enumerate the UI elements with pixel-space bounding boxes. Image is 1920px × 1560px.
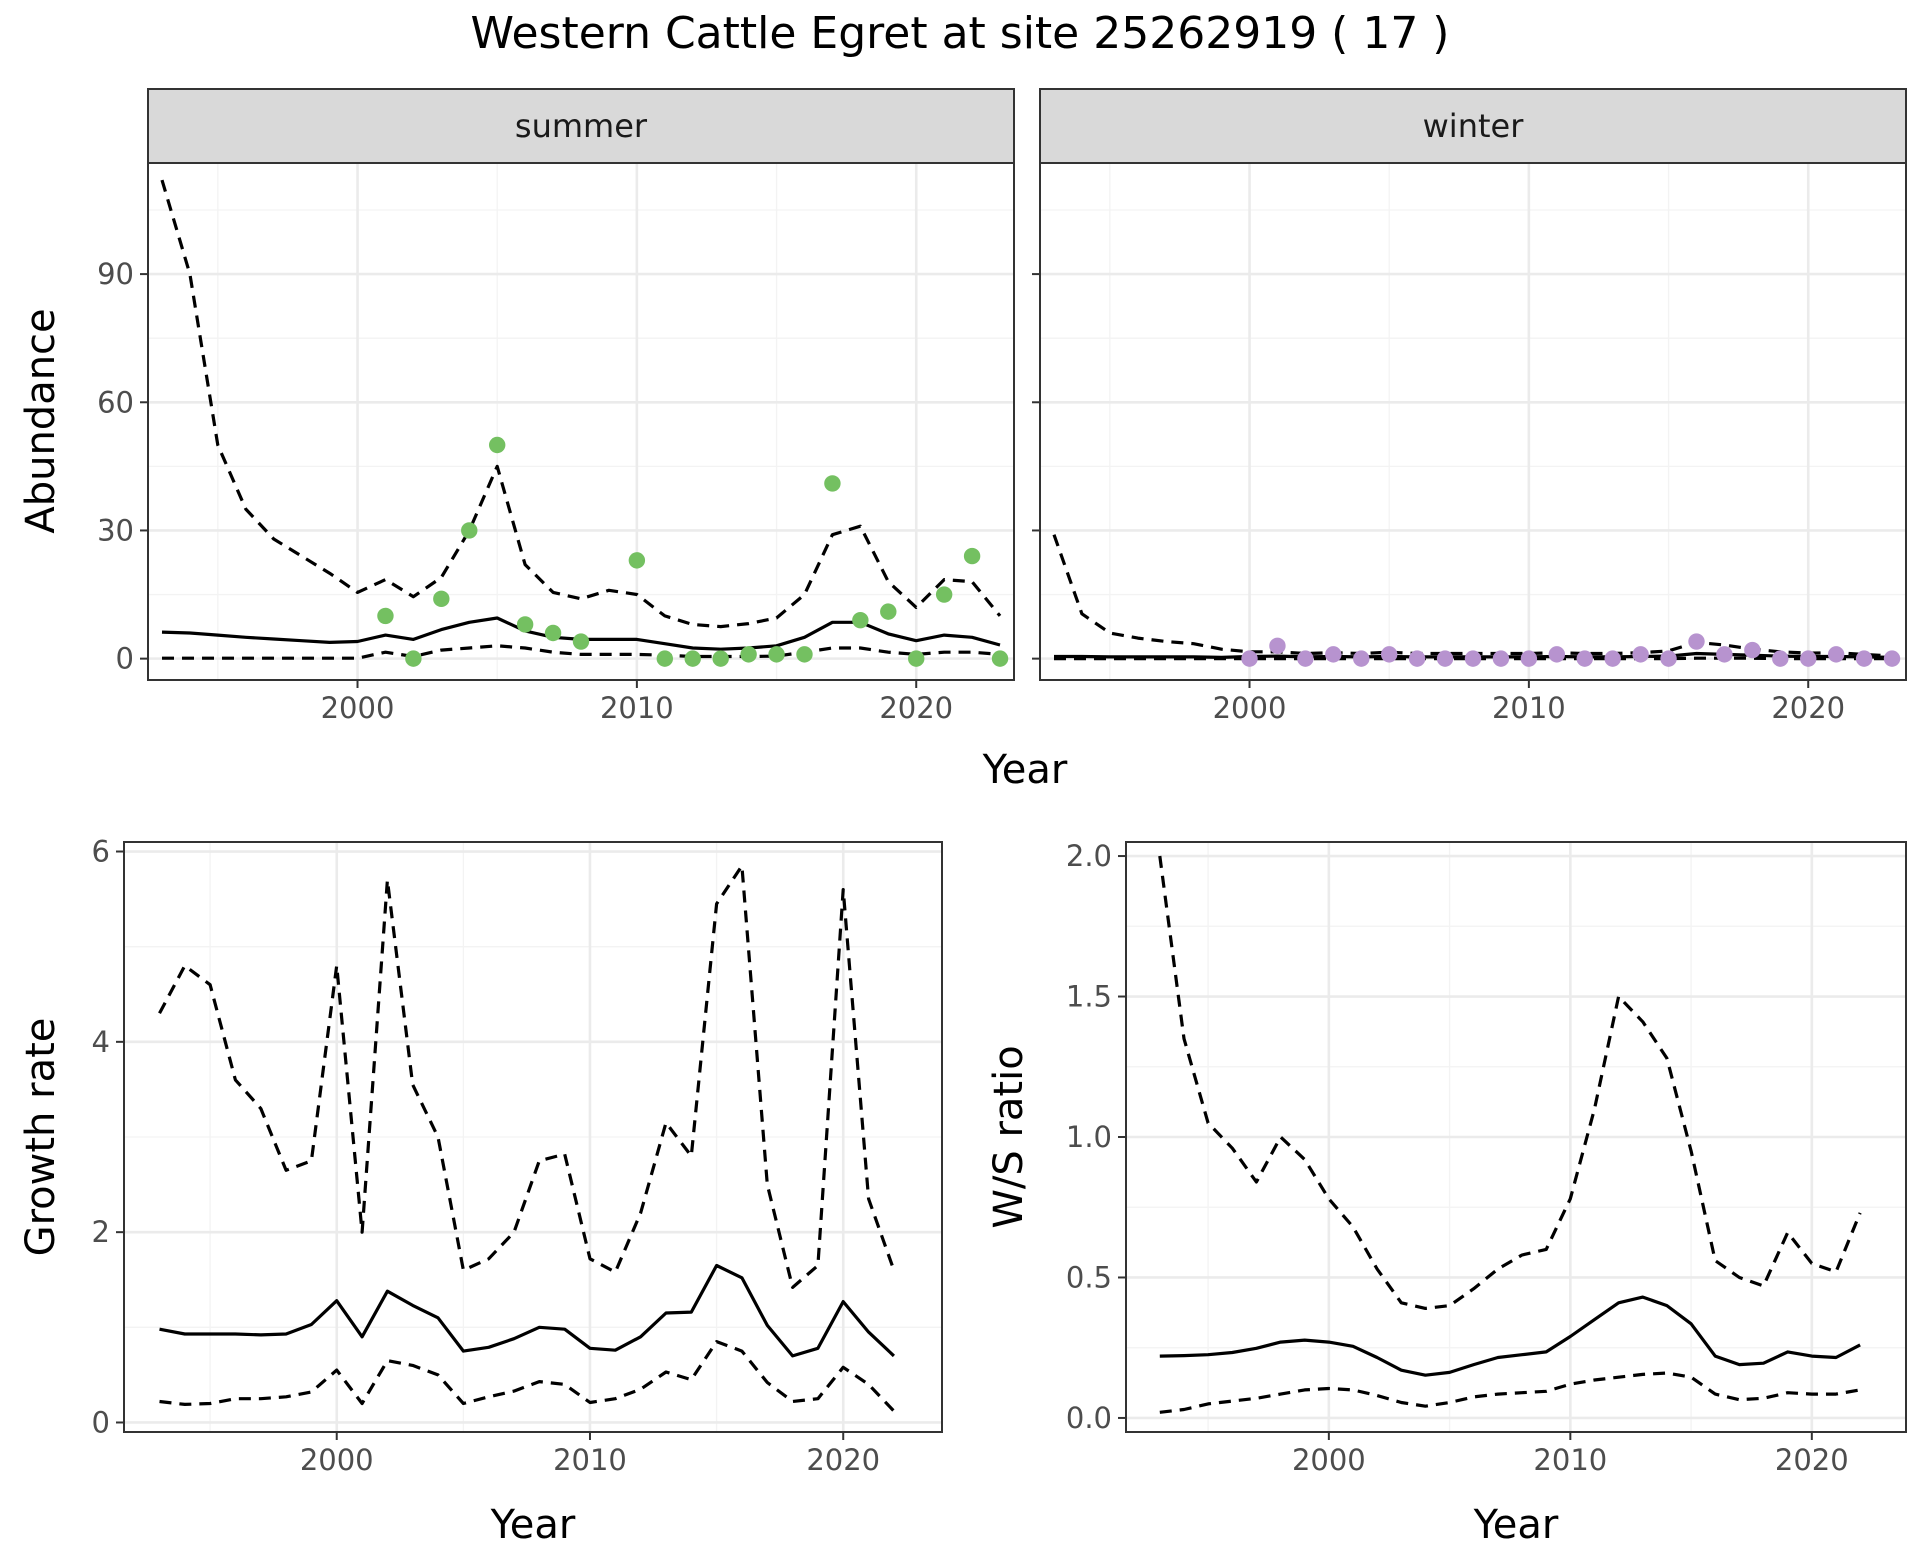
growth-rate-panel: 2000 2010 2020 0 2 4 6 Year Growth rate: [18, 835, 943, 1548]
winter-plot-area: [1040, 163, 1906, 680]
winter-observed-point: [1269, 637, 1286, 655]
ratio-x-axis-title: Year: [1473, 1502, 1559, 1548]
growth-x-tick-label: 2020: [806, 1443, 880, 1477]
winter-observed-point: [1576, 650, 1593, 667]
ratio-y-tick-label: 1.0: [1066, 1120, 1112, 1154]
winter-observed-point: [1548, 646, 1566, 663]
summer-observed-point: [684, 650, 701, 667]
growth-y-tick-label: 0: [92, 1405, 110, 1439]
winter-observed-point: [1436, 650, 1454, 667]
summer-abundance-panel: summer 2000 2010 2020 0 30 60 90: [97, 88, 1015, 725]
abundance-y-axis-title: Abundance: [18, 308, 64, 533]
summer-observed-point: [488, 436, 506, 454]
winter-observed-point: [1325, 646, 1342, 663]
summer-observed-point: [852, 611, 869, 629]
winter-strip-label: winter: [1423, 107, 1525, 145]
summer-observed-point: [880, 603, 897, 620]
summer-observed-point: [908, 650, 925, 667]
winter-abundance-panel: winter 2000 2010 2020: [1032, 88, 1907, 725]
winter-observed-point: [1827, 646, 1845, 663]
ratio-y-tick-label: 0.5: [1066, 1260, 1112, 1294]
growth-lower-line: [159, 1340, 896, 1413]
ws-ratio-panel: 2000 2010 2020 0.0 0.5 1.0 1.5 2.0 Year W/S ratio: [986, 839, 1907, 1548]
summer-x-tick-label: 2000: [321, 691, 395, 725]
summer-upper-line: [160, 179, 1002, 629]
summer-observed-point: [991, 650, 1009, 667]
winter-observed-point: [1883, 650, 1901, 667]
winter-observed-point: [1632, 646, 1649, 663]
winter-observed-point: [1716, 646, 1733, 663]
winter-observed-point: [1772, 650, 1789, 667]
summer-observed-point: [796, 646, 813, 663]
summer-observed-point: [405, 650, 422, 667]
winter-observed-point: [1241, 650, 1258, 667]
winter-x-tick-label: 2020: [1771, 691, 1845, 725]
winter-observed-point: [1855, 650, 1873, 667]
summer-observed-point: [712, 650, 729, 667]
summer-observed-point: [433, 590, 450, 608]
figure-title: Western Cattle Egret at site 25262919 ( …: [471, 8, 1450, 59]
winter-observed-point: [1660, 650, 1677, 667]
summer-observed-point: [656, 650, 674, 667]
winter-observed-point: [1800, 650, 1817, 667]
growth-panel-border: [123, 841, 943, 1433]
winter-observed-point: [1297, 650, 1314, 667]
ratio-x-tick-label: 2010: [1533, 1443, 1607, 1477]
winter-x-tick-label: 2000: [1213, 691, 1287, 725]
summer-x-tick-label: 2020: [879, 691, 953, 725]
winter-observed-point: [1520, 650, 1538, 667]
winter-observed-point: [1744, 641, 1761, 659]
growth-y-tick-label: 4: [92, 1025, 110, 1059]
summer-strip-label: summer: [515, 107, 648, 145]
summer-observed-point: [572, 633, 590, 650]
ratio-x-tick-label: 2000: [1292, 1443, 1366, 1477]
winter-observed-point: [1353, 650, 1370, 667]
summer-observed-point: [377, 607, 394, 625]
winter-strip: [1039, 88, 1907, 164]
winter-observed-point: [1408, 650, 1426, 667]
summer-y-tick-label: 30: [97, 513, 134, 547]
summer-observed-point: [824, 475, 841, 492]
growth-x-axis-title: Year: [490, 1502, 576, 1548]
summer-observed-point: [768, 646, 785, 663]
winter-observed-point: [1492, 650, 1510, 667]
summer-observed-point: [516, 616, 534, 633]
winter-observed-point: [1688, 633, 1705, 650]
ratio-x-tick-label: 2020: [1775, 1443, 1849, 1477]
winter-observed-point: [1604, 650, 1621, 667]
growth-x-tick-label: 2010: [553, 1443, 627, 1477]
winter-observed-point: [1464, 650, 1482, 667]
summer-plot-area: [148, 163, 1014, 680]
summer-lower-line: [162, 644, 1001, 660]
growth-mean-line: [159, 1263, 895, 1358]
summer-observed-point: [544, 624, 562, 642]
winter-observed-point: [1380, 646, 1398, 663]
ratio-y-tick-label: 2.0: [1066, 839, 1112, 873]
ratio-mean-line: [1159, 1295, 1861, 1377]
summer-y-tick-label: 60: [97, 385, 134, 419]
summer-observed-point: [461, 522, 478, 539]
growth-y-tick-label: 6: [92, 835, 110, 869]
ratio-y-axis-title: W/S ratio: [986, 1045, 1032, 1228]
summer-observed-point: [935, 586, 953, 603]
summer-x-tick-label: 2010: [600, 691, 674, 725]
growth-y-tick-label: 2: [92, 1215, 110, 1249]
summer-observed-point: [740, 646, 757, 663]
summer-observed-point: [628, 552, 646, 569]
ratio-upper-line: [1158, 855, 1862, 1310]
summer-y-tick-label: 90: [97, 257, 134, 291]
winter-x-tick-label: 2010: [1492, 691, 1566, 725]
summer-strip: [147, 88, 1015, 164]
summer-observed-point: [963, 547, 981, 565]
ratio-y-tick-label: 1.5: [1066, 980, 1112, 1014]
abundance-x-axis-title: Year: [982, 747, 1068, 793]
growth-x-tick-label: 2000: [300, 1443, 374, 1477]
growth-y-axis-title: Growth rate: [18, 1018, 64, 1257]
ratio-y-tick-label: 0.0: [1066, 1401, 1112, 1435]
summer-y-tick-label: 0: [116, 642, 134, 676]
